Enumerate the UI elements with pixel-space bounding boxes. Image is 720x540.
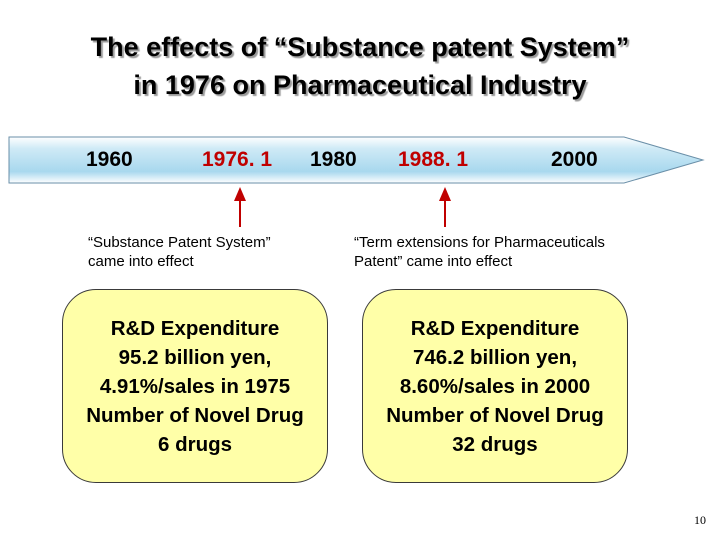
timeline-label-1976: 1976. 1 [202,148,273,171]
box-1975-line-4: Number of Novel Drug [86,403,304,427]
timeline-label-2000: 2000 [551,148,598,171]
event-arrow-1988 [439,187,451,227]
info-box-2000: R&D Expenditure 746.2 billion yen, 8.60%… [362,289,628,483]
box-1975-line-5: 6 drugs [157,432,233,456]
box-2000-line-3: 8.60%/sales in 2000 [399,374,591,398]
box-2000-line-4: Number of Novel Drug [386,403,604,427]
timeline-label-1960: 1960 [86,148,133,171]
event-caption-1988-line1: “Term extensions for Pharmaceuticals [354,234,605,251]
box-2000-line-5: 32 drugs [452,432,538,456]
event-caption-1976: “Substance Patent System” came into effe… [88,233,271,271]
event-caption-1976-line1: “Substance Patent System” [88,234,271,251]
box-2000-line-1: R&D Expenditure [410,316,580,340]
event-arrow-1976 [234,187,246,227]
timeline-label-1988: 1988. 1 [398,148,469,171]
box-1975-line-3: 4.91%/sales in 1975 [99,374,291,398]
timeline-label-1980: 1980 [310,148,357,171]
title-line-2: in 1976 on Pharmaceutical Industry [133,70,587,100]
event-caption-1988-line2: Patent” came into effect [354,253,513,270]
title-line-1: The effects of “Substance patent System” [90,32,630,62]
slide-title: The effects of “Substance patent System”… [0,28,720,104]
box-1975-line-2: 95.2 billion yen, [118,345,272,369]
box-2000-line-2: 746.2 billion yen, [412,345,578,369]
box-1975-line-1: R&D Expenditure [110,316,280,340]
info-box-1975: R&D Expenditure 95.2 billion yen, 4.91%/… [62,289,328,483]
event-caption-1976-line2: came into effect [88,253,194,270]
page-number: 10 [694,513,706,527]
event-caption-1988: “Term extensions for Pharmaceuticals Pat… [354,233,605,271]
